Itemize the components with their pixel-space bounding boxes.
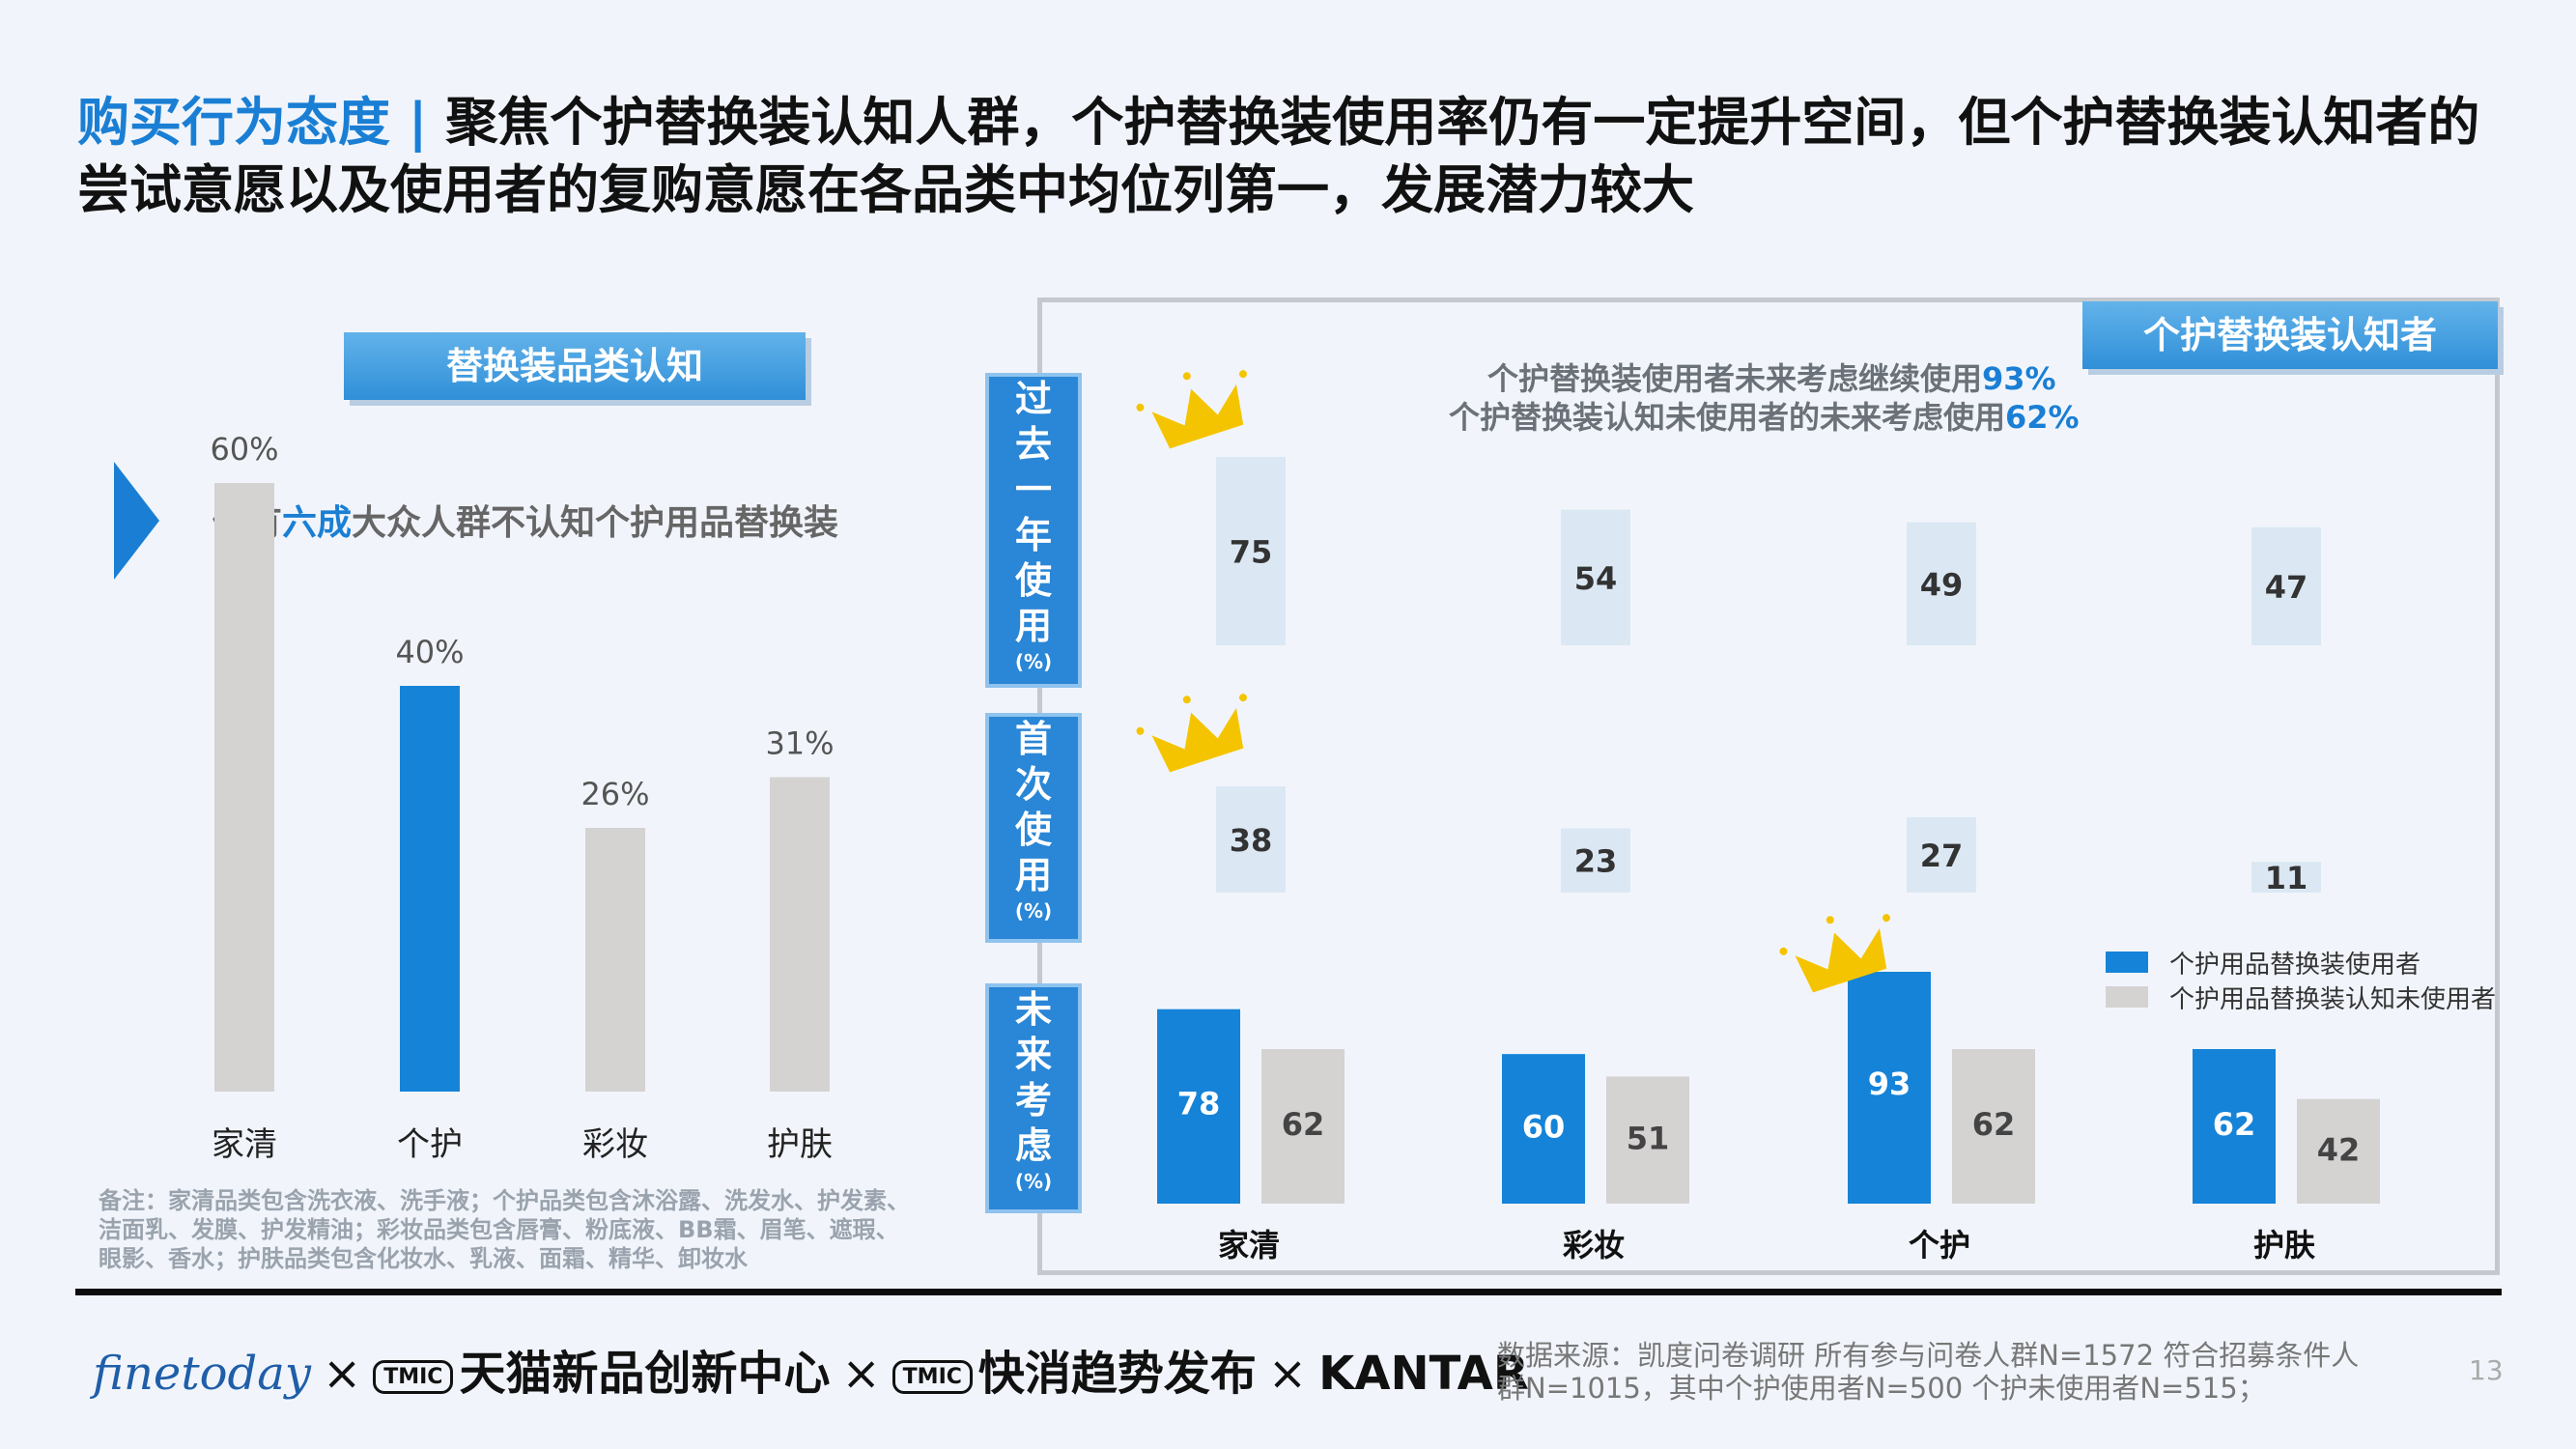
future-bar xyxy=(1848,972,1931,1204)
future-value: 62 xyxy=(2213,1106,2256,1143)
title-lead: 购买行为态度 | xyxy=(77,92,446,153)
crown-icon xyxy=(1136,370,1247,449)
past-year-value: 75 xyxy=(1230,534,1273,571)
legend-swatch-users xyxy=(2106,952,2148,973)
past-year-bar xyxy=(1907,522,1976,645)
future-bar xyxy=(2193,1049,2276,1204)
row-label-first-use-text: 首次使用 xyxy=(1014,718,1052,896)
past-year-bar xyxy=(1561,509,1630,645)
crown-icon xyxy=(1136,694,1247,773)
first-use-value: 23 xyxy=(1574,843,1618,880)
row-label-first-use-unit: (%) xyxy=(1014,899,1053,923)
awareness-value-label: 26% xyxy=(580,776,649,812)
tmic-badge-icon: TMIC xyxy=(373,1359,454,1394)
crown-icon xyxy=(1779,914,1890,993)
metric2-value: 62% xyxy=(2005,399,2080,436)
past-year-value: 47 xyxy=(2265,569,2308,606)
category-note: 备注：家清品类包含洗衣液、洗手液；个护品类包含沐浴露、洗发水、护发素、洁面乳、发… xyxy=(99,1187,910,1272)
awareness-bar xyxy=(770,777,830,1092)
legend-swatch-nonusers xyxy=(2106,986,2148,1008)
data-source: 数据来源：凯度问卷调研 所有参与问卷人群N=1572 符合招募条件人群N=101… xyxy=(1497,1339,2360,1405)
future-value: 60 xyxy=(1522,1108,1566,1145)
triangle-arrow-icon xyxy=(114,462,159,580)
awareness-category-label: 个护 xyxy=(397,1125,463,1164)
awareness-bar xyxy=(214,483,274,1092)
cross-icon: × xyxy=(322,1347,362,1401)
past-year-bar xyxy=(1216,457,1286,645)
metric2-text: 个护替换装认知未使用者的未来考虑使用 xyxy=(1449,399,2006,436)
metric1-text: 个护替换装使用者未来考虑继续使用 xyxy=(1487,360,1983,397)
awareness-value-label: 31% xyxy=(765,725,834,762)
future-category-label: 彩妆 xyxy=(1563,1227,1625,1264)
left-panel-tag: 替换装品类认知 xyxy=(344,332,806,400)
row-label-future-unit: (%) xyxy=(1014,1170,1053,1193)
legend-label-users: 个护用品替换装使用者 xyxy=(2169,951,2421,980)
future-bar xyxy=(1502,1054,1585,1204)
kantar-logo: KANTAR xyxy=(1318,1347,1529,1401)
partner-logos: finetoday × TMIC 天猫新品创新中心 × TMIC 快消趋势发布 × KANTAR xyxy=(93,1335,1529,1403)
page-title: 购买行为态度 | 聚焦个护替换装认知人群，个护替换装使用率仍有一定提升空间，但个… xyxy=(77,89,2511,224)
row-label-past-year-text: 过去一年使用 xyxy=(1014,378,1052,647)
tmall-innovation-logo: 天猫新品创新中心 xyxy=(459,1347,831,1401)
cross-icon: × xyxy=(1267,1347,1308,1401)
future-bar xyxy=(1952,1049,2035,1204)
past-year-bar xyxy=(2251,526,2321,645)
subtitle-post: 大众人群不认知个护用品替换装 xyxy=(352,503,839,543)
metric-consider-use: 个护替换装认知未使用者的未来考虑使用62% xyxy=(1449,398,2080,437)
subtitle-highlight: 六成 xyxy=(282,503,353,543)
future-value: 51 xyxy=(1627,1121,1670,1157)
row-label-future: 未来考虑 (%) xyxy=(985,983,1082,1213)
first-use-value: 11 xyxy=(2265,860,2308,896)
awareness-bar xyxy=(585,828,645,1092)
awareness-bar xyxy=(400,686,460,1092)
tmic-badge-icon: TMIC xyxy=(892,1359,973,1394)
future-value: 62 xyxy=(1282,1106,1325,1143)
first-use-bar xyxy=(1216,786,1286,893)
row-label-past-year-unit: (%) xyxy=(1014,650,1053,673)
awareness-value-label: 60% xyxy=(210,431,278,468)
future-category-label: 个护 xyxy=(1909,1227,1970,1264)
finetoday-logo: finetoday xyxy=(93,1347,311,1401)
future-value: 93 xyxy=(1868,1065,1911,1102)
page-number: 13 xyxy=(2469,1354,2504,1386)
fmcg-trend-logo: 快消趋势发布 xyxy=(977,1347,1257,1401)
future-category-label: 家清 xyxy=(1218,1227,1280,1264)
past-year-value: 54 xyxy=(1574,560,1618,597)
first-use-bar xyxy=(1907,816,1976,893)
past-year-value: 49 xyxy=(1920,566,1964,603)
first-use-bar xyxy=(2251,862,2321,893)
metric-continue-use: 个护替换装使用者未来考虑继续使用93% xyxy=(1487,359,2056,398)
row-label-past-year: 过去一年使用 (%) xyxy=(985,373,1082,688)
first-use-value: 27 xyxy=(1920,838,1964,874)
first-use-value: 38 xyxy=(1230,822,1273,859)
right-panel-tag: 个护替换装认知者 xyxy=(2082,301,2498,369)
awareness-category-label: 护肤 xyxy=(767,1125,833,1164)
future-value: 62 xyxy=(1972,1106,2016,1143)
row-label-first-use: 首次使用 (%) xyxy=(985,713,1082,943)
awareness-category-label: 家清 xyxy=(212,1125,277,1164)
awareness-value-label: 40% xyxy=(395,634,464,670)
awareness-category-label: 彩妆 xyxy=(582,1125,648,1164)
future-bar xyxy=(1261,1049,1345,1204)
future-bar xyxy=(1606,1076,1689,1204)
first-use-bar xyxy=(1561,828,1630,893)
future-category-label: 护肤 xyxy=(2253,1227,2316,1264)
future-bar xyxy=(2297,1098,2380,1204)
row-label-future-text: 未来考虑 xyxy=(1014,988,1052,1167)
left-subtitle: 仍有六成大众人群不认知个护用品替换装 xyxy=(212,495,838,545)
title-text: 聚焦个护替换装认知人群，个护替换装使用率仍有一定提升空间，但个护替换装认知者的尝… xyxy=(77,92,2480,220)
legend-label-nonusers: 个护用品替换装认知未使用者 xyxy=(2169,985,2497,1014)
cross-icon: × xyxy=(841,1347,881,1401)
future-value: 78 xyxy=(1177,1085,1221,1122)
future-bar xyxy=(1157,1009,1240,1204)
metric1-value: 93% xyxy=(1982,360,2056,397)
footer-divider xyxy=(75,1289,2502,1295)
future-value: 42 xyxy=(2317,1132,2361,1169)
